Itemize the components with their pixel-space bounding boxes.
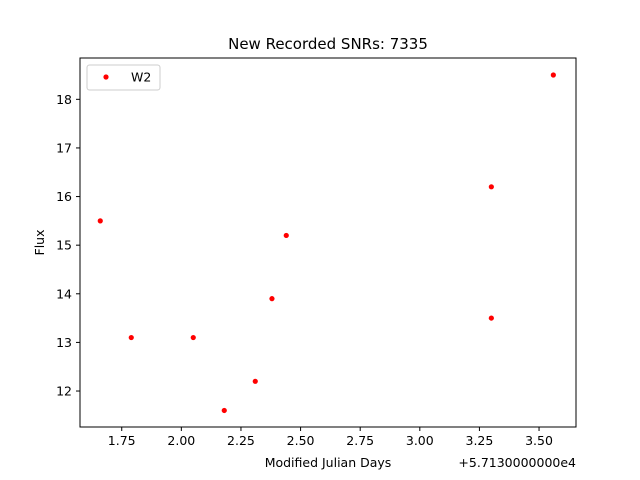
- x-axis-offset-label: +5.7130000000e4: [458, 455, 576, 470]
- data-point: [97, 218, 103, 224]
- data-point: [252, 378, 258, 384]
- x-tick-label: 1.75: [108, 433, 136, 448]
- data-point: [488, 315, 494, 321]
- y-tick-label: 18: [56, 92, 72, 107]
- data-point: [190, 334, 196, 341]
- x-tick-label: 3.25: [466, 433, 494, 448]
- legend-label-w2: W2: [131, 70, 151, 85]
- data-point: [269, 296, 275, 302]
- x-tick-label: 2.50: [287, 433, 315, 448]
- legend-marker-w2: [103, 74, 109, 80]
- y-tick-label: 13: [56, 335, 72, 350]
- data-point: [283, 232, 289, 239]
- data-point: [128, 334, 134, 341]
- x-tick-label: 2.75: [346, 433, 374, 448]
- y-tick-label: 16: [56, 189, 72, 204]
- chart-title: New Recorded SNRs: 7335: [228, 35, 428, 53]
- y-tick-label: 14: [56, 286, 72, 301]
- x-axis-ticks: 1.75 2.00 2.25 2.50 2.75 3.00 3.25 3.50: [108, 427, 553, 448]
- x-axis-label: Modified Julian Days: [265, 455, 392, 470]
- plot-frame: [79, 57, 577, 428]
- legend: W2: [86, 64, 161, 91]
- y-tick-label: 17: [56, 140, 72, 155]
- data-point: [221, 407, 227, 414]
- data-point: [550, 72, 556, 78]
- y-tick-label: 15: [56, 238, 72, 253]
- y-axis-label: Flux: [32, 230, 47, 256]
- x-tick-label: 3.00: [406, 433, 434, 448]
- data-point: [488, 184, 494, 190]
- plot-area: [80, 58, 576, 427]
- x-tick-label: 2.25: [227, 433, 255, 448]
- y-axis-ticks: 12 13 14 15 16 17 18: [56, 92, 80, 399]
- x-tick-label: 2.00: [167, 433, 195, 448]
- data-points: [97, 72, 556, 414]
- y-tick-label: 12: [56, 384, 72, 399]
- x-tick-label: 3.50: [525, 433, 553, 448]
- legend-box: [86, 64, 161, 91]
